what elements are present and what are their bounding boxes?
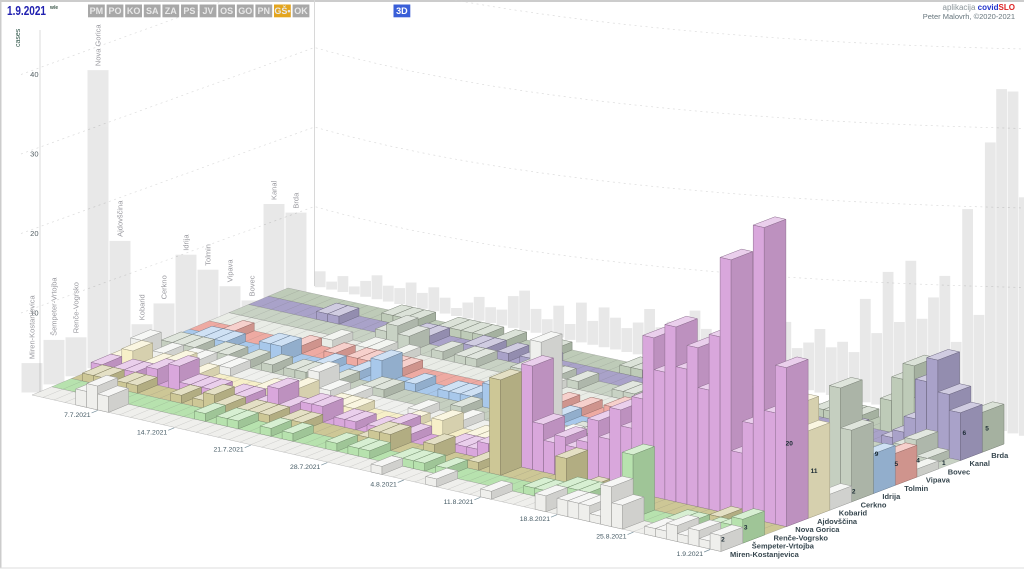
svg-text:SA: SA [146, 6, 159, 16]
svg-text:Brda: Brda [292, 192, 301, 209]
svg-text:Vipava: Vipava [926, 476, 951, 485]
svg-text:Kobarid: Kobarid [138, 294, 147, 320]
svg-text:4.8.2021: 4.8.2021 [370, 482, 397, 489]
svg-text:PM: PM [90, 6, 104, 16]
svg-text:1: 1 [942, 460, 946, 467]
svg-text:11: 11 [811, 468, 818, 475]
svg-text:Tolmin: Tolmin [904, 484, 928, 493]
svg-text:Cerkno: Cerkno [861, 500, 887, 509]
svg-text:Miren-Kostanjevica: Miren-Kostanjevica [730, 550, 800, 559]
svg-text:18.8.2021: 18.8.2021 [520, 516, 550, 523]
svg-text:5: 5 [985, 426, 989, 433]
svg-text:1.9.2021: 1.9.2021 [677, 551, 704, 558]
svg-text:40: 40 [30, 70, 38, 79]
svg-text:3: 3 [744, 524, 748, 531]
svg-text:25.8.2021: 25.8.2021 [596, 534, 626, 541]
svg-text:w/e: w/e [49, 5, 58, 11]
svg-text:Nova Gorica: Nova Gorica [94, 24, 103, 67]
svg-text:PN: PN [258, 6, 271, 16]
svg-text:Bovec: Bovec [948, 467, 971, 476]
svg-text:Renče-Vogrsko: Renče-Vogrsko [72, 282, 81, 333]
svg-text:Tolmin: Tolmin [204, 244, 213, 266]
svg-text:7.7.2021: 7.7.2021 [64, 412, 91, 419]
svg-text:20: 20 [30, 229, 38, 238]
svg-text:cases: cases [15, 28, 22, 47]
svg-text:OS: OS [220, 6, 233, 16]
svg-text:21.7.2021: 21.7.2021 [213, 447, 243, 454]
svg-text:Ajdovščina: Ajdovščina [817, 517, 858, 526]
svg-text:Kanal: Kanal [970, 459, 990, 468]
svg-text:Idrija: Idrija [882, 492, 901, 501]
svg-text:Šempeter-Vrtojba: Šempeter-Vrtojba [50, 277, 59, 336]
svg-text:30: 30 [30, 150, 38, 159]
svg-text:Renče-Vogrsko: Renče-Vogrsko [774, 534, 829, 543]
svg-text:PS: PS [183, 6, 195, 16]
svg-text:2: 2 [721, 537, 725, 544]
svg-text:Ajdovščina: Ajdovščina [116, 200, 125, 237]
svg-text:PO: PO [108, 6, 121, 16]
svg-text:6: 6 [962, 430, 966, 437]
svg-text:14.7.2021: 14.7.2021 [137, 429, 167, 436]
svg-text:GO: GO [238, 6, 252, 16]
svg-text:Brda: Brda [991, 451, 1009, 460]
svg-text:20: 20 [786, 440, 794, 447]
svg-text:KO: KO [127, 6, 141, 16]
svg-text:11.8.2021: 11.8.2021 [444, 499, 474, 506]
svg-text:Miren-Kostanjevica: Miren-Kostanjevica [28, 294, 37, 359]
svg-text:4: 4 [916, 458, 920, 465]
svg-text:Cerkno: Cerkno [160, 275, 169, 299]
svg-text:Šempeter-Vrtojba: Šempeter-Vrtojba [752, 542, 815, 551]
svg-text:Nova Gorica: Nova Gorica [795, 525, 840, 534]
svg-text:Bovec: Bovec [248, 275, 257, 296]
svg-text:JV: JV [202, 6, 213, 16]
svg-text:Vipava: Vipava [226, 259, 235, 283]
svg-text:Kanal: Kanal [270, 180, 279, 200]
svg-text:3D: 3D [396, 6, 408, 16]
svg-text:1.9.2021: 1.9.2021 [7, 3, 46, 18]
svg-text:aplikacija covidSLO: aplikacija covidSLO [943, 3, 1016, 12]
svg-text:9: 9 [875, 451, 879, 458]
svg-text:2: 2 [852, 488, 856, 495]
svg-text:10: 10 [30, 309, 38, 318]
svg-text:28.7.2021: 28.7.2021 [290, 464, 320, 471]
svg-text:ZA: ZA [165, 6, 177, 16]
svg-text:Idrija: Idrija [182, 234, 191, 251]
svg-text:Peter Malovrh, ©2020-2021: Peter Malovrh, ©2020-2021 [923, 12, 1015, 21]
svg-text:Kobarid: Kobarid [839, 509, 868, 518]
svg-text:GŠ•: GŠ• [274, 5, 290, 16]
svg-text:5: 5 [894, 461, 898, 468]
svg-text:OK: OK [294, 6, 308, 16]
